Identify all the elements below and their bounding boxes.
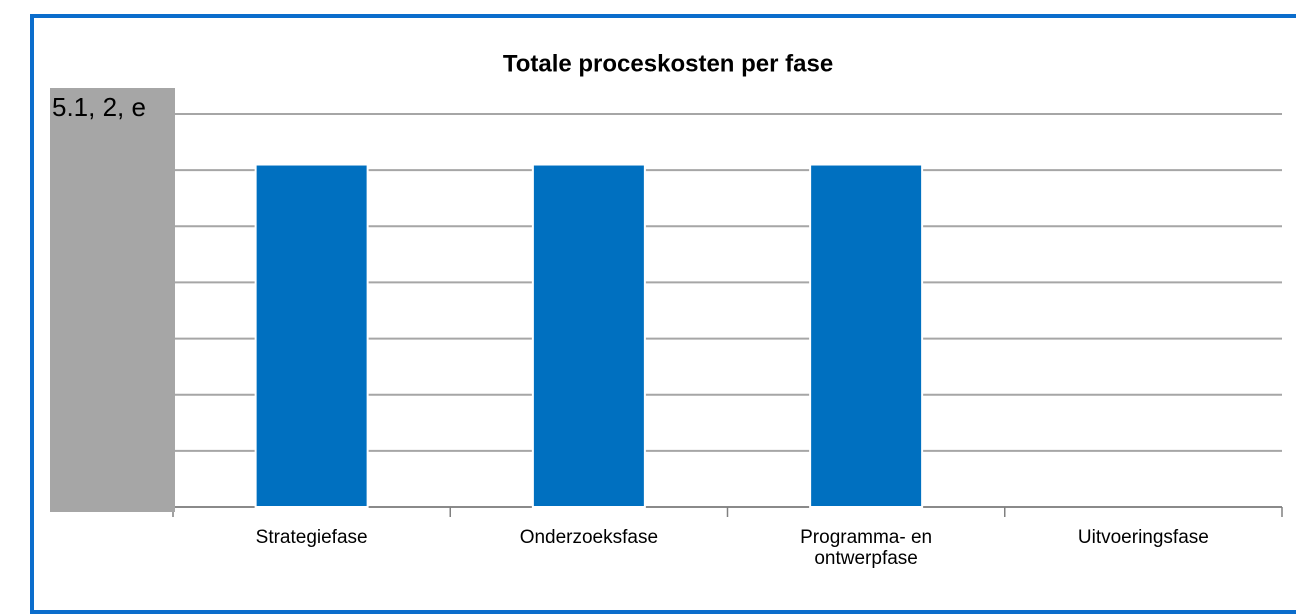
bar	[254, 163, 369, 508]
x-tick-label: Strategiefase	[255, 527, 368, 548]
annotation: 5.1, 2, e	[52, 92, 146, 122]
chart-title: Totale proceskosten per fase	[503, 50, 833, 77]
x-tick-label: Programma- en ontwerpfase	[800, 527, 933, 569]
annotation-box	[50, 88, 175, 512]
page: {"chart_data": {"type": "bar", "title": …	[30, 14, 1296, 614]
x-tick-label: Onderzoeksfase	[519, 527, 659, 548]
bar	[809, 163, 924, 508]
x-tick-label: Uitvoeringsfase	[1077, 527, 1209, 548]
bar	[531, 163, 646, 508]
chart: Totale proceskosten per fase 5.1, 2, e	[50, 50, 1283, 517]
